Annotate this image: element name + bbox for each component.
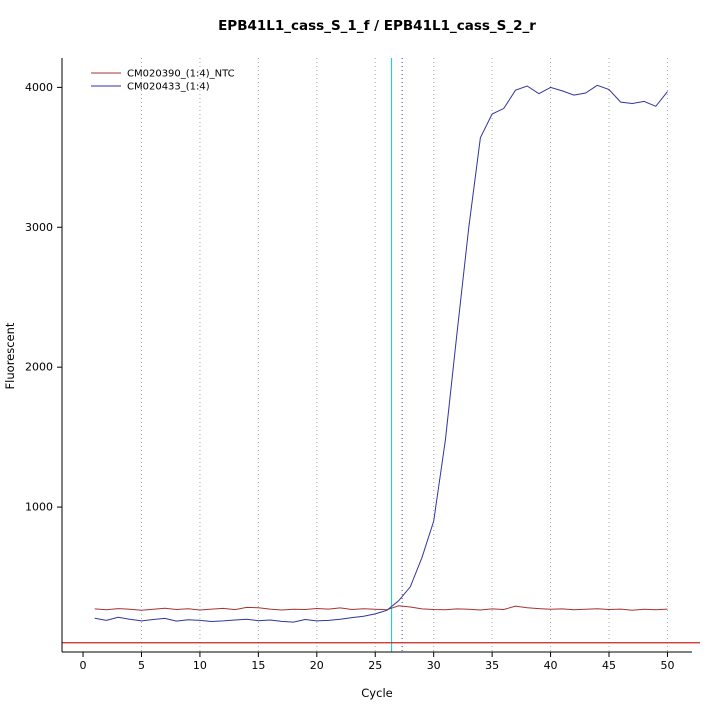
y-tick-label: 1000 bbox=[25, 501, 53, 514]
x-tick-label: 15 bbox=[251, 659, 265, 672]
y-axis-label: Fluorescent bbox=[3, 322, 17, 389]
series-lines bbox=[94, 84, 668, 623]
x-tick-label: 40 bbox=[544, 659, 558, 672]
x-tick-label: 10 bbox=[193, 659, 207, 672]
x-tick-label: 45 bbox=[602, 659, 616, 672]
axes bbox=[61, 58, 692, 653]
x-tick-label: 50 bbox=[660, 659, 674, 672]
y-tick-label: 2000 bbox=[25, 361, 53, 374]
x-tick-label: 25 bbox=[368, 659, 382, 672]
gridlines bbox=[140, 58, 668, 652]
chart-title: EPB41L1_cass_S_1_f / EPB41L1_cass_S_2_r bbox=[218, 18, 536, 34]
x-axis-label: Cycle bbox=[361, 686, 392, 700]
legend: CM020390_(1:4)_NTC CM020433_(1:4) bbox=[91, 69, 235, 93]
x-tick-label: 0 bbox=[80, 659, 87, 672]
x-tick-label: 20 bbox=[310, 659, 324, 672]
y-tick-label: 3000 bbox=[25, 221, 53, 234]
x-tick-label: 35 bbox=[485, 659, 499, 672]
series-line-ntc bbox=[94, 605, 668, 611]
tick-marks-and-labels: 0 5 10 15 20 25 30 35 40 45 50 1000 2000 3000 4000 bbox=[25, 81, 674, 672]
legend-label-ntc: CM020390_(1:4)_NTC bbox=[127, 69, 235, 80]
legend-label-sample: CM020433_(1:4) bbox=[127, 82, 210, 93]
x-tick-label: 5 bbox=[138, 659, 145, 672]
marker-lines bbox=[62, 58, 700, 652]
series-line-sample bbox=[94, 84, 668, 623]
x-tick-label: 30 bbox=[427, 659, 441, 672]
y-tick-label: 4000 bbox=[25, 81, 53, 94]
